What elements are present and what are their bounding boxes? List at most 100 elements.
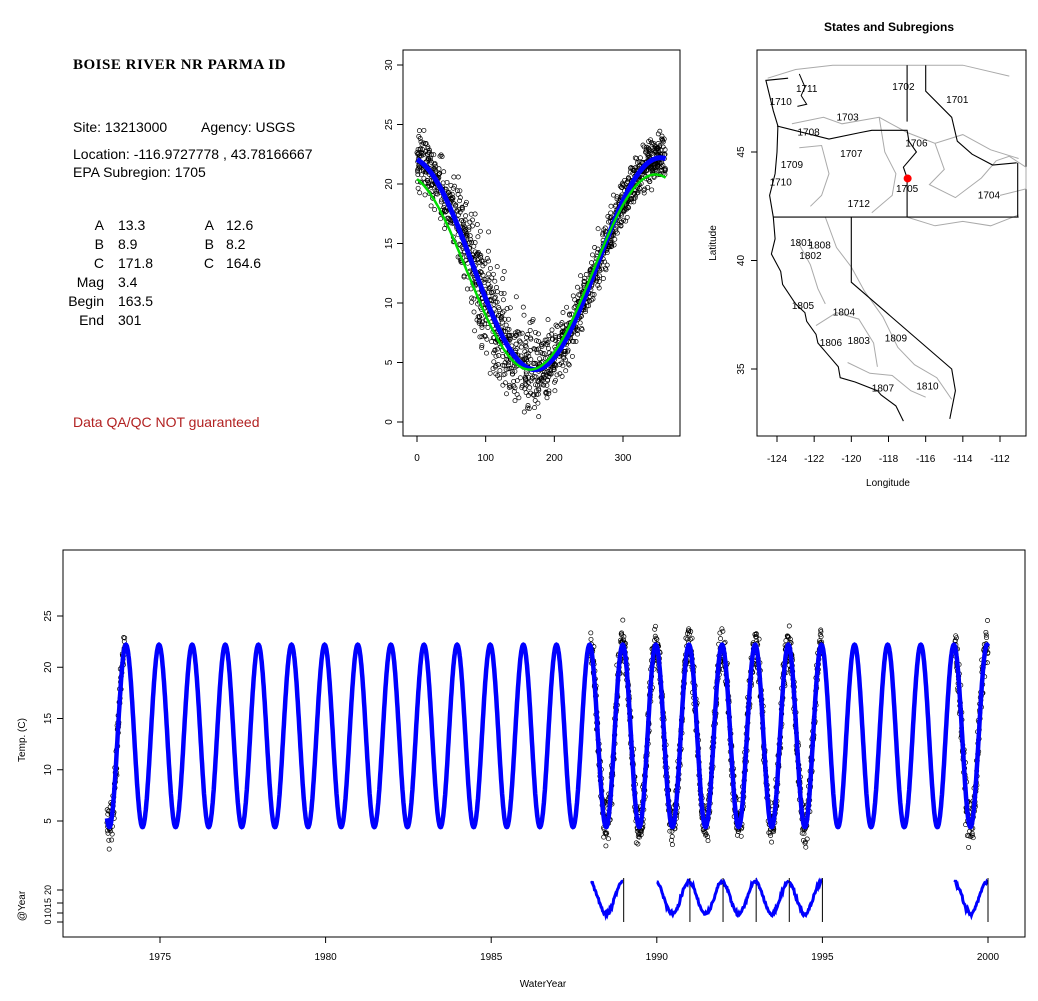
time-y-tick-label: 25 [43,610,54,622]
observation-point [669,834,675,839]
observation-point [684,636,690,642]
observation-point [482,333,487,339]
observation-point [492,294,498,300]
observation-point [579,325,584,331]
observation-point [655,145,661,151]
observation-point [560,363,566,369]
observation-point [548,366,554,372]
observation-point [563,357,568,363]
observation-point [491,359,497,365]
observation-point [533,361,539,367]
time-series-x-axis-label: WaterYear [520,979,567,990]
observation-point [489,275,495,281]
time-x-tick-label: 2000 [977,952,1000,963]
observation-point [966,844,972,850]
y-tick-label: 15 [384,238,395,250]
observation-point [768,833,774,838]
observation-point [490,366,496,372]
observation-point [506,326,512,332]
region-label: 1710 [770,97,793,108]
observation-point [509,368,515,374]
observation-point [448,220,454,226]
observation-point [504,306,510,312]
observation-point [525,332,531,337]
observation-point [493,353,499,359]
map-boundaries [765,64,1027,422]
observation-point [431,165,437,171]
observation-point [620,617,626,623]
observation-point [566,362,572,368]
green-fit-curve [416,173,667,371]
observation-point [479,345,485,351]
observation-point [668,837,674,843]
observation-point [769,839,775,845]
observation-point [512,368,518,374]
observation-point [466,224,472,230]
observation-point [498,314,504,320]
subregion-boundary [796,240,826,305]
observation-point [507,365,513,371]
observation-point [453,203,458,209]
observation-point [645,153,651,159]
site-marker [903,174,912,183]
annual-fit-curve [656,878,691,919]
observation-point [532,346,538,352]
param-label: End [79,312,104,328]
time-series-frame [62,549,1026,938]
region-label: 1801 [790,238,813,249]
observation-point [438,199,444,205]
observation-point [655,131,661,137]
observation-point [506,362,512,368]
observation-point [529,375,535,381]
puget-sound [797,73,808,107]
map-x-tick-label: -116 [916,454,936,465]
observation-point [529,375,535,381]
param-label: Mag [76,274,104,290]
observation-point [471,309,477,315]
observation-point [804,836,810,842]
map-x-tick-label: -124 [767,454,787,465]
observation-point [498,290,504,296]
observation-point [654,163,660,169]
observation-point [518,344,524,350]
observation-point [519,385,525,391]
annual-fit-curve [754,877,790,919]
observation-point [482,333,488,339]
annual-y-tick-label: 10 [43,908,53,918]
observation-point [613,226,619,232]
observation-point [514,332,519,338]
annual-fit-panels [590,877,989,922]
observation-point [521,312,527,318]
observation-point [492,278,498,284]
observation-point [474,222,480,227]
observation-point [476,318,482,324]
y-tick-label: 20 [384,178,395,190]
map-x-tick-label: -122 [804,454,824,465]
observation-point [493,371,499,377]
observation-point [491,350,497,356]
observation-point [771,829,777,835]
observation-point [472,328,478,334]
observation-point [662,147,668,153]
observation-point [500,276,506,282]
region-label: 1802 [799,251,822,262]
observation-point [505,357,511,363]
observation-point [595,226,601,232]
observation-point [589,260,594,266]
subregion-boundary [906,214,1019,227]
observation-point [612,236,618,242]
observation-point [653,635,659,641]
observation-point [512,398,518,404]
observation-point [543,389,549,395]
observation-point [818,627,824,633]
seasonal-scatter-plot: 0 100 200 300 0 5 10 15 20 25 30 [384,49,681,464]
observation-point [522,349,528,355]
region-label: 1710 [770,177,793,188]
observation-point [620,180,626,186]
state-border [776,125,918,218]
observation-point [463,229,469,235]
observation-point [525,405,531,411]
observation-point [544,377,550,383]
param-value: 8.9 [118,236,138,252]
observation-point [532,329,538,335]
